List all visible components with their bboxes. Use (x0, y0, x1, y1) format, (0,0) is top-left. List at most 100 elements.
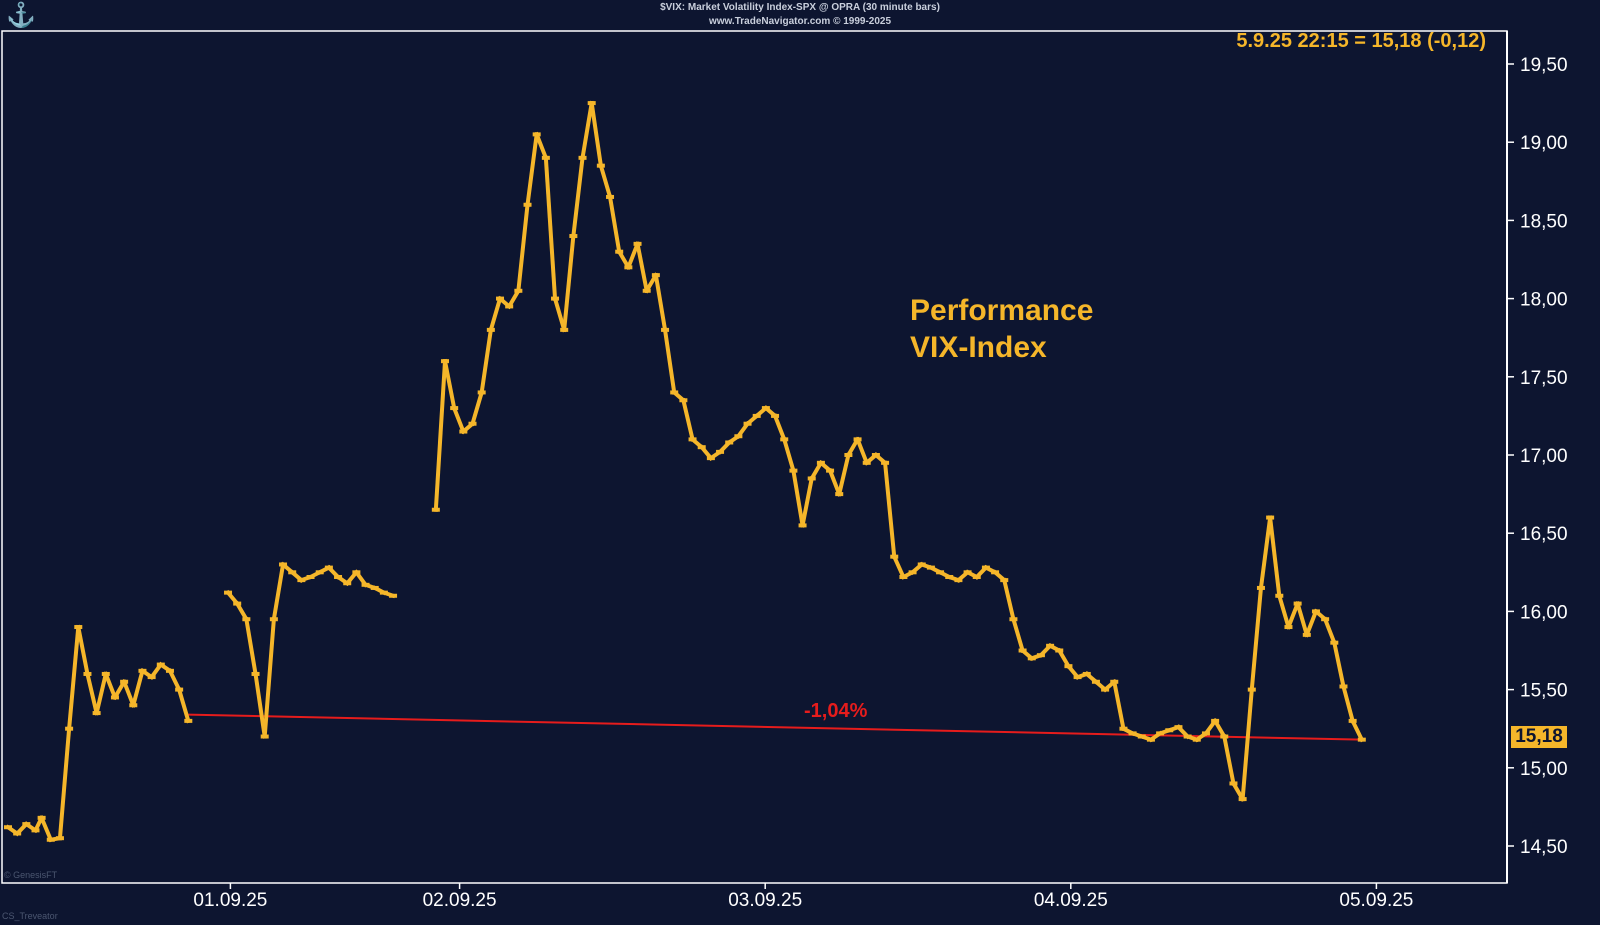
footer-copyright: © GenesisFT (4, 870, 58, 880)
price-segment (479, 327, 494, 395)
price-segment (516, 202, 530, 293)
y-tick-label: 18,00 (1520, 290, 1568, 311)
y-tick-label: 19,50 (1520, 55, 1568, 76)
last-value-badge: 15,18 (1511, 726, 1567, 748)
price-segment (1341, 684, 1356, 724)
price-segment (607, 194, 622, 254)
price-segment (470, 389, 485, 427)
price-segment (635, 241, 650, 294)
price-segment (1331, 640, 1346, 689)
price-segment (735, 420, 751, 440)
price-segment (625, 241, 641, 270)
last-bar-readout: 5.9.25 22:15 = 15,18 (-0,12) (1236, 30, 1486, 52)
price-segment (772, 413, 787, 442)
price-segment (534, 131, 549, 161)
x-tick-label: 04.09.25 (1034, 890, 1108, 911)
price-bar (184, 718, 193, 723)
price-segment (66, 624, 81, 731)
price-segment (571, 155, 585, 239)
price-segment (1249, 585, 1264, 692)
price-segment (271, 562, 286, 622)
price-segment (433, 359, 448, 512)
price-segment (353, 569, 369, 588)
price-segment (1001, 577, 1016, 622)
price-segment (57, 726, 72, 841)
x-tick-label: 01.09.25 (193, 890, 267, 911)
price-segment (121, 679, 136, 708)
price-segment (1349, 718, 1365, 743)
price-segment (451, 405, 466, 435)
footer-user: CS_Treveator (2, 911, 58, 921)
price-segment (103, 671, 118, 701)
price-segment (1212, 718, 1228, 740)
performance-annotation: Performance VIX-Index (910, 292, 1093, 366)
price-bar (1357, 737, 1366, 742)
anchor-logo-icon: ⚓ (6, 2, 36, 29)
price-segment (562, 233, 576, 333)
price-segment (112, 679, 127, 701)
price-segment (845, 436, 861, 458)
price-segment (1276, 593, 1291, 630)
chart-header-title: $VIX: Market Volatility Index-SPX @ OPRA… (660, 2, 940, 13)
price-segment (1267, 515, 1282, 598)
price-segment (598, 163, 613, 200)
price-segment (680, 397, 695, 442)
x-tick-label: 02.09.25 (423, 890, 497, 911)
price-segment (148, 661, 164, 680)
performance-title-line2: VIX-Index (910, 331, 1047, 364)
y-tick-label: 17,50 (1520, 368, 1568, 389)
price-segment (442, 358, 457, 411)
price-bar (389, 593, 398, 598)
price-segment (244, 616, 258, 677)
y-tick-label: 15,50 (1520, 681, 1568, 702)
price-series (4, 100, 1366, 843)
price-segment (543, 155, 558, 301)
price-segment (1304, 608, 1319, 638)
price-segment (85, 671, 100, 716)
price-segment (589, 100, 604, 168)
change-label: -1,04% (804, 700, 868, 722)
y-tick-label: 18,50 (1520, 211, 1568, 232)
price-segment (891, 554, 907, 580)
x-axis: 01.09.25 02.09.25 03.09.25 04.09.25 05.09.25… (193, 883, 1413, 911)
y-tick-label: 19,00 (1520, 133, 1568, 154)
y-tick-label: 16,00 (1520, 602, 1568, 623)
performance-reference-line (188, 713, 1362, 741)
price-segment (1111, 679, 1126, 732)
price-segment (1285, 600, 1301, 630)
price-segment (800, 476, 815, 528)
y-tick-label: 15,00 (1520, 759, 1568, 780)
y-axis: 19,50 19,00 18,50 18,00 17,50 17,00 16,50 16,00… (1507, 55, 1568, 858)
price-segment (506, 288, 522, 310)
price-segment (781, 436, 796, 474)
price-segment (662, 327, 677, 395)
price-segment (854, 436, 870, 466)
price-segment (1056, 647, 1072, 669)
price-segment (38, 815, 54, 843)
price-segment (176, 687, 191, 724)
price-segment (525, 132, 539, 208)
price-segment (262, 617, 277, 739)
price-segment (580, 100, 594, 161)
price-segment (234, 600, 250, 622)
x-tick-label: 03.09.25 (728, 890, 802, 911)
price-segment (791, 468, 805, 528)
price-segment (827, 468, 842, 497)
price-segment (1203, 718, 1218, 737)
price-segment (253, 671, 267, 739)
price-segment (653, 272, 668, 333)
y-tick-label: 14,50 (1520, 837, 1568, 858)
y-tick-label: 17,00 (1520, 446, 1568, 467)
performance-title-line1: Performance (910, 294, 1094, 327)
price-segment (75, 624, 90, 677)
reference-line (188, 713, 1362, 741)
price-segment (836, 452, 851, 497)
price-segment (1221, 734, 1236, 786)
price-segment (882, 460, 897, 559)
chart-header-copyright: www.TradeNavigator.com © 1999-2025 (708, 16, 892, 27)
price-segment (1295, 601, 1310, 638)
price-segment (616, 248, 632, 271)
price-segment (552, 296, 567, 333)
